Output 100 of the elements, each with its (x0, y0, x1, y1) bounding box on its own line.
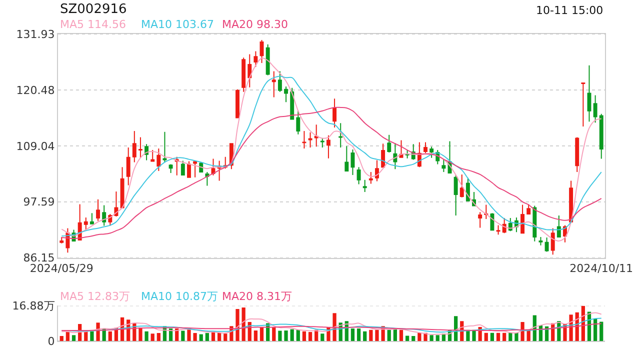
text: MA10 10.87万 (141, 290, 218, 303)
candlestick (308, 132, 312, 148)
candlestick (314, 124, 318, 148)
bar (484, 332, 488, 341)
bar (490, 332, 494, 341)
candlestick (90, 212, 94, 224)
bar (236, 308, 240, 341)
candlestick (569, 180, 574, 222)
bar (387, 330, 391, 341)
bar (260, 326, 264, 341)
candlestick (272, 70, 276, 98)
candlestick (102, 204, 106, 226)
candlestick (84, 216, 88, 230)
candlestick (442, 158, 446, 173)
bar (356, 328, 361, 341)
bar (181, 330, 185, 341)
bar (217, 332, 222, 341)
bar (254, 330, 258, 341)
bar (156, 333, 160, 341)
y-tick-label: 86.15 (23, 252, 55, 265)
line-series (61, 312, 602, 336)
candlestick (320, 138, 324, 148)
bar (199, 334, 203, 341)
bar (350, 328, 355, 341)
candlestick (332, 98, 337, 128)
bar (363, 331, 367, 341)
candlestick (381, 143, 386, 168)
text: MA5 114.56 (60, 18, 126, 31)
x-tick-label: 2024/05/29 (30, 262, 94, 276)
candlestick (368, 172, 373, 184)
bar (496, 332, 500, 341)
candlestick (180, 160, 185, 176)
candlestick (599, 113, 604, 160)
candlestick (593, 94, 598, 124)
bar (144, 331, 148, 341)
candlestick (405, 150, 410, 159)
candlestick (114, 191, 118, 217)
bar (502, 332, 506, 341)
candlestick (156, 148, 161, 172)
bar (284, 330, 288, 341)
candlestick (399, 140, 404, 158)
candlestick (296, 110, 300, 135)
candlestick (326, 134, 330, 159)
candlestick (581, 82, 586, 128)
y-tick-label: 109.04 (16, 140, 55, 153)
candlestick (496, 224, 500, 236)
y-tick-label: 97.59 (23, 196, 55, 209)
x-tick-label: 2024/10/11 (570, 262, 634, 276)
bar (508, 332, 512, 341)
candlestick (484, 204, 488, 220)
bar (278, 330, 282, 341)
candlestick (278, 70, 282, 92)
candlestick (550, 228, 555, 256)
candlestick (284, 86, 288, 103)
bar (332, 313, 336, 341)
candlestick (248, 54, 252, 88)
bar (472, 330, 476, 341)
chart-title: SZ002916 (60, 2, 127, 17)
bar (600, 322, 604, 341)
bar (418, 332, 422, 341)
candlestick (575, 136, 580, 173)
bar (320, 334, 324, 341)
candlestick (375, 160, 379, 182)
candlestick (454, 174, 458, 216)
candlestick (350, 149, 355, 176)
candlestick (126, 147, 130, 186)
bar (593, 319, 598, 341)
candlestick (460, 174, 464, 198)
line-series (61, 106, 602, 239)
text: 10-11 15:00 (536, 4, 604, 17)
candlestick (430, 146, 434, 158)
bar (150, 334, 154, 341)
y-tick-label: 16.88万 (12, 300, 55, 313)
candlestick (242, 57, 246, 92)
bar (369, 330, 373, 341)
bar (412, 336, 416, 341)
bar (405, 336, 410, 341)
candlestick (393, 142, 398, 170)
bar (272, 326, 276, 341)
bar (302, 331, 306, 341)
text: MA20 8.31万 (222, 290, 292, 303)
candlestick (387, 134, 392, 153)
candlestick (120, 166, 124, 208)
candlestick (260, 40, 264, 64)
candlestick (538, 236, 543, 246)
candlestick (466, 177, 470, 202)
candlestick (138, 136, 142, 158)
bar (72, 335, 76, 341)
candlestick (96, 198, 100, 222)
bar (108, 331, 112, 341)
candlestick (362, 179, 367, 193)
bar (308, 332, 312, 341)
candlestick (60, 236, 64, 244)
candlestick (168, 164, 173, 174)
bar (205, 333, 209, 341)
candlestick (490, 212, 494, 231)
y-tick-label: 0 (48, 334, 55, 348)
candlestick (424, 142, 428, 154)
candlestick (150, 150, 155, 162)
bar (224, 334, 228, 341)
